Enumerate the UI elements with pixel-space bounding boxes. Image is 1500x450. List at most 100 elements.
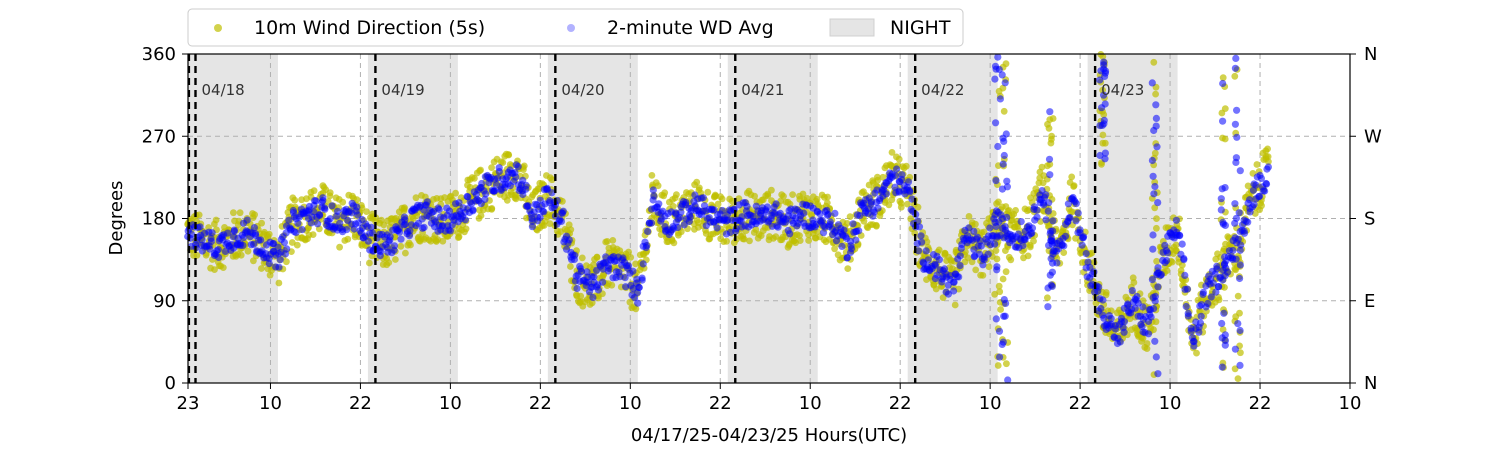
data-point <box>923 238 931 246</box>
data-point <box>932 285 940 293</box>
y-right-tick-label: S <box>1364 209 1375 230</box>
y-tick-label: 270 <box>142 126 176 147</box>
legend-label-night: NIGHT <box>890 17 951 39</box>
data-point <box>594 286 603 294</box>
data-point <box>1246 196 1254 204</box>
data-point <box>548 176 556 184</box>
data-point <box>674 223 682 232</box>
data-point <box>1199 288 1207 296</box>
data-point <box>476 167 483 175</box>
data-point <box>195 211 203 219</box>
data-point <box>208 229 216 237</box>
data-point <box>1163 257 1171 265</box>
data-point <box>1000 151 1008 160</box>
data-point <box>291 196 299 204</box>
data-point <box>390 246 398 254</box>
data-point <box>993 233 1001 241</box>
data-point <box>840 226 848 234</box>
data-point <box>1028 224 1037 232</box>
data-point <box>669 202 677 210</box>
data-point <box>1232 154 1240 162</box>
data-point <box>995 198 1002 206</box>
data-point <box>1098 161 1105 168</box>
data-point <box>514 163 522 171</box>
data-point <box>1221 135 1229 143</box>
data-point <box>762 207 770 216</box>
data-point <box>738 213 746 221</box>
data-point <box>275 263 283 271</box>
data-point <box>1250 201 1258 209</box>
data-point <box>1044 303 1052 311</box>
data-point <box>1101 149 1109 157</box>
data-point <box>196 223 204 231</box>
data-point <box>1152 114 1160 122</box>
data-point <box>1038 163 1046 171</box>
data-point <box>1190 337 1198 346</box>
data-point <box>1150 190 1158 198</box>
data-point <box>993 255 1001 263</box>
data-point <box>991 75 999 83</box>
data-point <box>1149 245 1157 253</box>
data-point <box>992 207 1001 215</box>
x-axis-title: 04/17/25-04/23/25 Hours(UTC) <box>631 425 907 446</box>
data-point <box>215 253 223 261</box>
data-point <box>433 238 440 245</box>
data-point <box>193 252 201 259</box>
data-point <box>488 206 496 213</box>
data-point <box>1060 242 1068 250</box>
data-point <box>772 233 780 241</box>
data-point <box>1060 249 1068 256</box>
data-point <box>1154 370 1162 378</box>
data-point <box>1220 247 1227 255</box>
data-point <box>478 179 486 188</box>
data-point <box>455 199 463 207</box>
data-point <box>931 261 940 269</box>
data-point <box>1221 184 1229 192</box>
data-point <box>482 190 490 198</box>
y-tick-label: 90 <box>153 291 176 312</box>
data-point <box>1045 155 1054 163</box>
data-point <box>1240 227 1248 235</box>
data-point <box>772 200 780 208</box>
data-point <box>1181 271 1189 279</box>
data-point <box>677 208 685 216</box>
data-point <box>786 230 794 238</box>
data-point <box>723 237 730 245</box>
data-point <box>366 259 373 267</box>
data-point <box>1218 319 1226 328</box>
data-point <box>1061 232 1070 240</box>
data-point <box>244 247 252 255</box>
data-point <box>935 256 944 264</box>
data-point <box>972 220 979 228</box>
x-tick-label: 23 <box>177 393 200 414</box>
x-axis: 23 10 22 10 22 10 22 10 22 10 22 10 22 10 <box>177 383 1361 414</box>
data-point <box>1217 206 1225 214</box>
data-point <box>686 213 694 221</box>
data-point <box>1150 305 1158 313</box>
data-point <box>1139 303 1147 311</box>
data-point <box>519 176 527 184</box>
data-point <box>1003 177 1011 185</box>
data-point <box>207 237 215 245</box>
data-point <box>1000 107 1008 115</box>
y-axis-title: Degrees <box>106 181 127 256</box>
data-point <box>644 227 652 235</box>
data-point <box>219 264 227 271</box>
data-point <box>996 288 1004 296</box>
day-label: 04/20 <box>561 81 604 99</box>
data-point <box>1258 202 1265 210</box>
data-point <box>1237 241 1245 249</box>
data-point <box>1128 287 1136 295</box>
data-point <box>320 204 329 212</box>
data-point <box>1168 258 1176 266</box>
data-point <box>831 209 839 217</box>
data-point <box>914 203 922 211</box>
data-point <box>996 353 1004 361</box>
data-point <box>1153 143 1161 151</box>
data-point <box>1233 133 1241 141</box>
data-point <box>1100 91 1108 99</box>
data-point <box>336 243 343 251</box>
data-point <box>1078 241 1086 249</box>
data-point <box>1048 136 1055 143</box>
data-point <box>413 212 421 219</box>
